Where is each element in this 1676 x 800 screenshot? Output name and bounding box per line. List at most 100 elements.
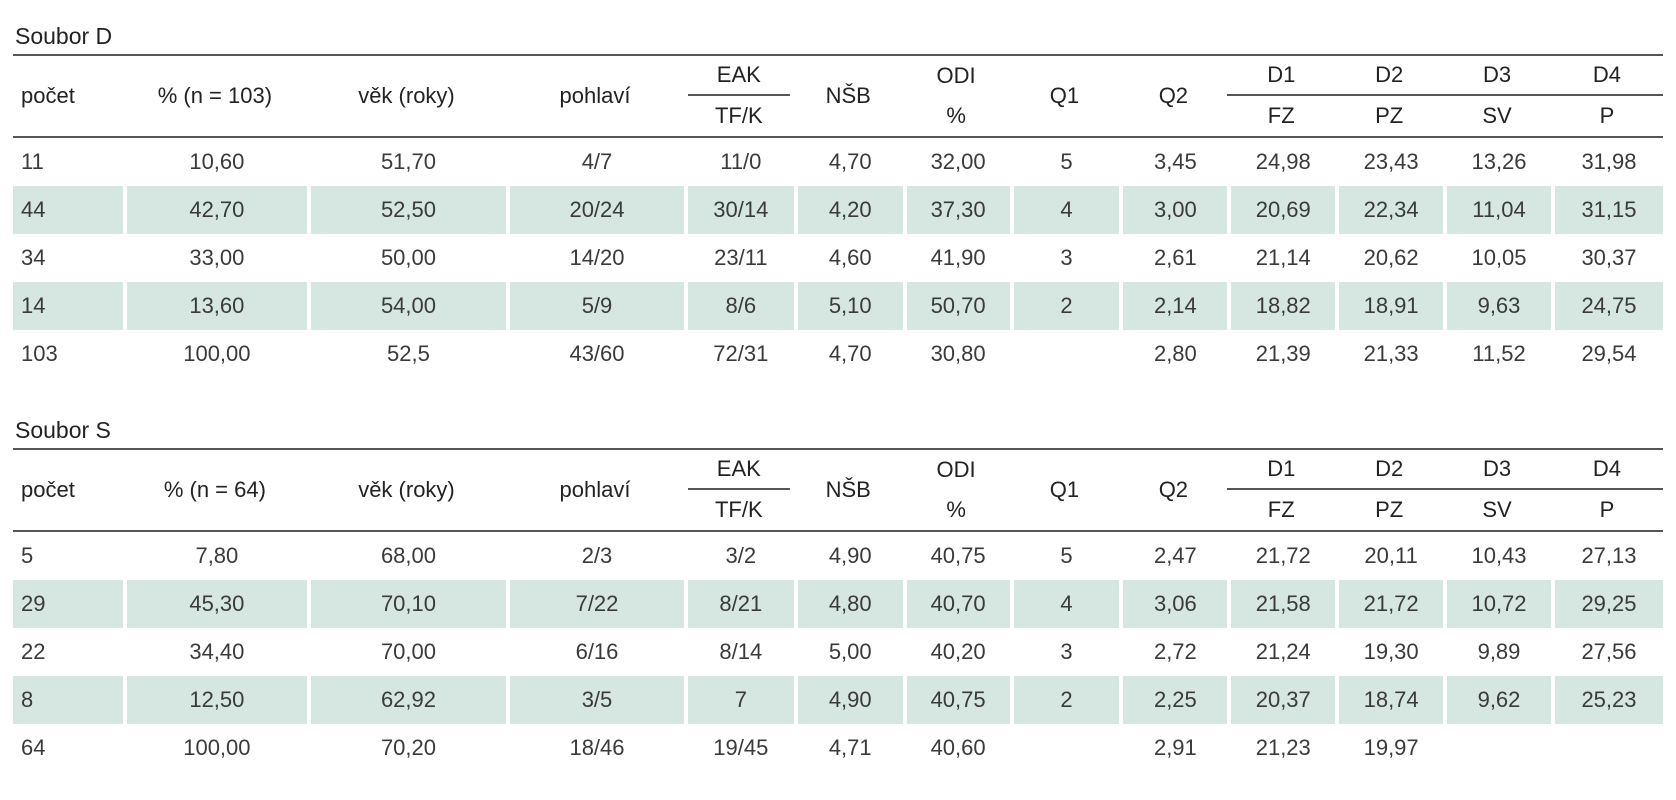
table-cell: 20,37 — [1227, 676, 1336, 724]
table-cell: 25,23 — [1551, 676, 1663, 724]
column-label: EAK — [687, 56, 790, 96]
table-cell: 20/24 — [506, 186, 684, 234]
table-cell: 21,33 — [1363, 341, 1419, 366]
column-subheader: TF/K — [683, 96, 794, 138]
table-cell: 13,60 — [123, 282, 307, 330]
column-header: Q2 — [1119, 450, 1228, 532]
table-cell: 70,00 — [380, 639, 436, 664]
table-cell: 31,98 — [1581, 149, 1637, 174]
table-cell: 30,37 — [1581, 245, 1637, 270]
table-cell: 4,20 — [794, 186, 903, 234]
table-cell: 52,5 — [387, 341, 430, 366]
table-cell: 68,00 — [380, 543, 436, 568]
table-cell: 2,80 — [1153, 341, 1197, 366]
table-cell: 8 — [13, 676, 123, 724]
table-cell: 20,62 — [1363, 245, 1419, 270]
column-label: D1 — [1227, 450, 1336, 490]
header-row: počet% (n = 64) věk (roky) pohlaví EAK NŠB OD… — [13, 450, 1663, 532]
column-subheader: SV — [1443, 96, 1551, 138]
table-cell: 10,43 — [1471, 543, 1527, 568]
table-cell: 100,00 — [183, 735, 251, 760]
column-header: EAK — [684, 450, 794, 490]
table-cell: 13,26 — [1471, 149, 1527, 174]
table-cell: 21,72 — [1335, 580, 1444, 628]
table-cell: 23,43 — [1363, 149, 1419, 174]
table-row: 5 7,80 68,00 2/3 3/2 4,90 40,75 5 2,47 21,72 20,11… — [13, 532, 1663, 580]
table-title: Soubor S — [15, 417, 111, 443]
table-cell: 103 — [21, 341, 58, 366]
column-label: D2 — [1335, 56, 1444, 96]
table-cell: 29,54 — [1581, 341, 1637, 366]
column-subheader: % — [902, 96, 1010, 138]
table-cell: 2/3 — [581, 543, 613, 568]
table-row: 44 42,70 52,50 20/24 30/14 4,20 37,30 4 3,00 20,6… — [13, 186, 1663, 234]
table-cell: 4,80 — [794, 580, 903, 628]
table-cell: 7,80 — [195, 543, 239, 568]
table-row: 22 34,40 70,00 6/16 8/14 5,00 40,20 3 2,72 21,24 1… — [13, 628, 1663, 676]
table-cell: 8/6 — [684, 282, 794, 330]
table-cell: 64 — [21, 735, 46, 760]
table-cell: 37,30 — [903, 186, 1010, 234]
table-cell: 44 — [13, 186, 123, 234]
column-header: Q2 — [1119, 56, 1228, 138]
column-header: počet — [13, 56, 123, 138]
column-header: % (n = 64) — [122, 450, 307, 532]
column-header: věk (roky) — [306, 56, 507, 138]
table-cell: 50,70 — [903, 282, 1010, 330]
table-cell: 21,72 — [1255, 543, 1311, 568]
column-header: NŠB — [793, 56, 903, 138]
table-cell: 5,10 — [794, 282, 903, 330]
table-cell: 18,74 — [1335, 676, 1444, 724]
column-label: ODI — [936, 63, 976, 88]
table-cell: 24,75 — [1551, 282, 1663, 330]
table-cell: 14/20 — [569, 245, 625, 270]
column-label: D2 — [1335, 450, 1444, 490]
table-cell: 18,82 — [1227, 282, 1336, 330]
table-cell: 5 — [1060, 149, 1073, 174]
column-label: ODI — [936, 457, 976, 482]
table-cell: 2,25 — [1119, 676, 1228, 724]
table-cell: 4,70 — [828, 341, 872, 366]
table-cell: 3,06 — [1119, 580, 1228, 628]
table-cell: 12,50 — [123, 676, 307, 724]
table-block: Soubor S počet% (n = 64) věk (roky) pohlaví… — [13, 412, 1663, 772]
table-cell: 22,34 — [1335, 186, 1444, 234]
table-header: počet% (n = 64) věk (roky) pohlaví EAK NŠB OD… — [13, 450, 1663, 532]
table-cell — [1010, 330, 1120, 378]
column-label: D4 — [1550, 56, 1663, 96]
table-cell: 9,63 — [1443, 282, 1551, 330]
table-cell: 70,10 — [307, 580, 507, 628]
column-header: věk (roky) — [306, 450, 507, 532]
column-header: NŠB — [793, 450, 903, 532]
table-title: Soubor D — [15, 23, 113, 49]
column-header: Q1 — [1009, 450, 1120, 532]
table-row: 29 45,30 70,10 7/22 8/21 4,80 40,70 4 3,06 21,58 2… — [13, 580, 1663, 628]
column-header: D3 — [1443, 56, 1551, 96]
table-cell: 40,60 — [930, 735, 986, 760]
column-subheader: FZ — [1227, 96, 1336, 138]
table-cell: 18/46 — [569, 735, 625, 760]
table-cell: 10,72 — [1443, 580, 1551, 628]
table-cell: 21,23 — [1255, 735, 1311, 760]
column-header: D2 — [1335, 56, 1444, 96]
column-subheader: % — [902, 490, 1010, 532]
table-cell — [1010, 724, 1120, 772]
table-block: Soubor D počet% (n = 103) věk (roky) pohlav… — [13, 18, 1663, 378]
column-header: D2 — [1335, 450, 1444, 490]
table-cell: 3,45 — [1153, 149, 1197, 174]
table-cell: 4,70 — [828, 149, 872, 174]
column-subheader: SV — [1443, 490, 1551, 532]
column-header: pohlaví — [506, 56, 684, 138]
column-label: D4 — [1550, 450, 1663, 490]
table-cell: 100,00 — [183, 341, 251, 366]
table-cell: 4,90 — [828, 543, 872, 568]
header-row: TF/K% FZ PZ SV P — [13, 96, 1663, 138]
column-label: EAK — [687, 450, 790, 490]
table-cell: 51,70 — [380, 149, 436, 174]
table-cell: 22 — [21, 639, 46, 664]
table-cell: 5/9 — [506, 282, 684, 330]
table-cell: 19,97 — [1363, 735, 1419, 760]
header-row: počet% (n = 103) věk (roky) pohlaví EAK NŠB O… — [13, 56, 1663, 138]
table-row: 64 100,00 70,20 18/46 19/45 4,71 40,60 2,91 21,2… — [13, 724, 1663, 772]
table-cell: 21,58 — [1227, 580, 1336, 628]
